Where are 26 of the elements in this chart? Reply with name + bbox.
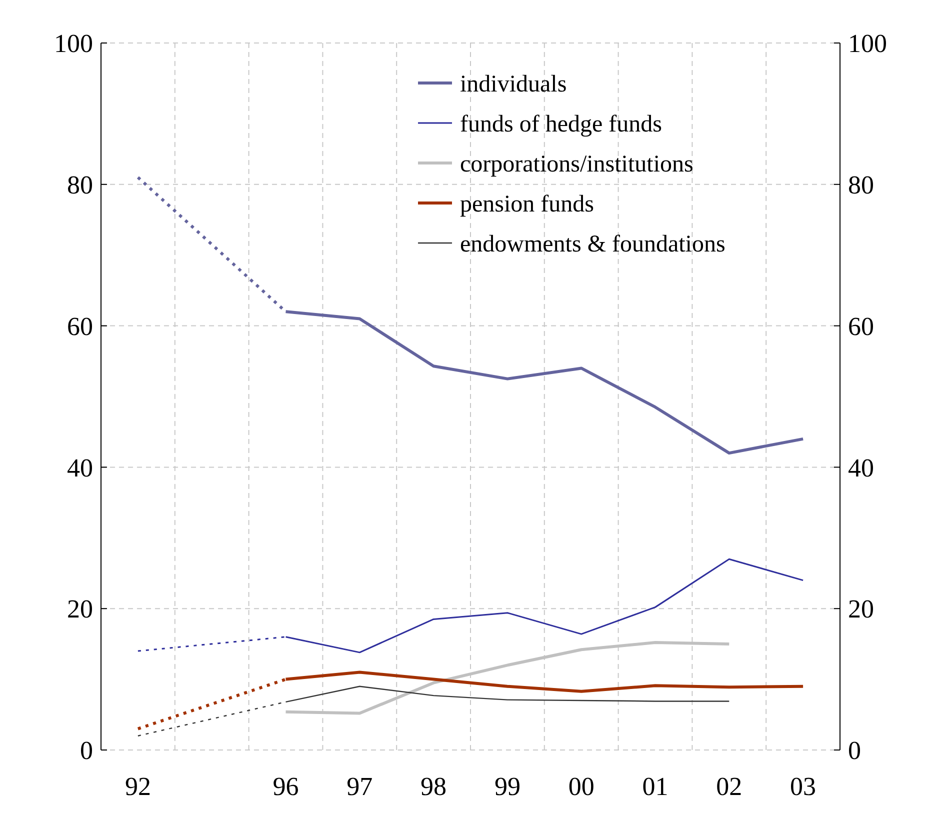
y-tick-label: 100 [54, 29, 93, 58]
x-tick-label: 97 [346, 772, 373, 801]
y2-tick-label: 0 [848, 736, 861, 766]
x-tick-label: 00 [568, 772, 594, 801]
x-tick-label: 99 [494, 772, 520, 801]
legend-label: corporations/institutions [460, 151, 694, 178]
legend-label: pension funds [460, 191, 594, 218]
x-tick-label: 03 [790, 772, 816, 801]
legend-label: endowments & foundations [460, 231, 726, 258]
y2-tick-label: 20 [848, 594, 874, 624]
y2-tick-label: 80 [848, 170, 874, 200]
legend-label: individuals [460, 71, 567, 98]
x-tick-label: 01 [642, 772, 668, 801]
y-tick-label: 80 [67, 170, 93, 200]
y2-tick-label: 40 [848, 453, 874, 482]
y-tick-label: 20 [67, 594, 93, 624]
y-tick-label: 40 [67, 453, 93, 482]
y-tick-label: 60 [67, 312, 93, 341]
x-tick-label: 92 [124, 772, 151, 801]
legend-label: funds of hedge funds [460, 111, 662, 138]
y2-tick-label: 60 [848, 312, 874, 341]
x-tick-label: 98 [420, 772, 447, 801]
x-tick-label: 96 [272, 772, 299, 801]
x-tick-label: 02 [716, 772, 742, 801]
y2-tick-label: 100 [848, 29, 887, 58]
y-tick-label: 0 [80, 736, 93, 766]
